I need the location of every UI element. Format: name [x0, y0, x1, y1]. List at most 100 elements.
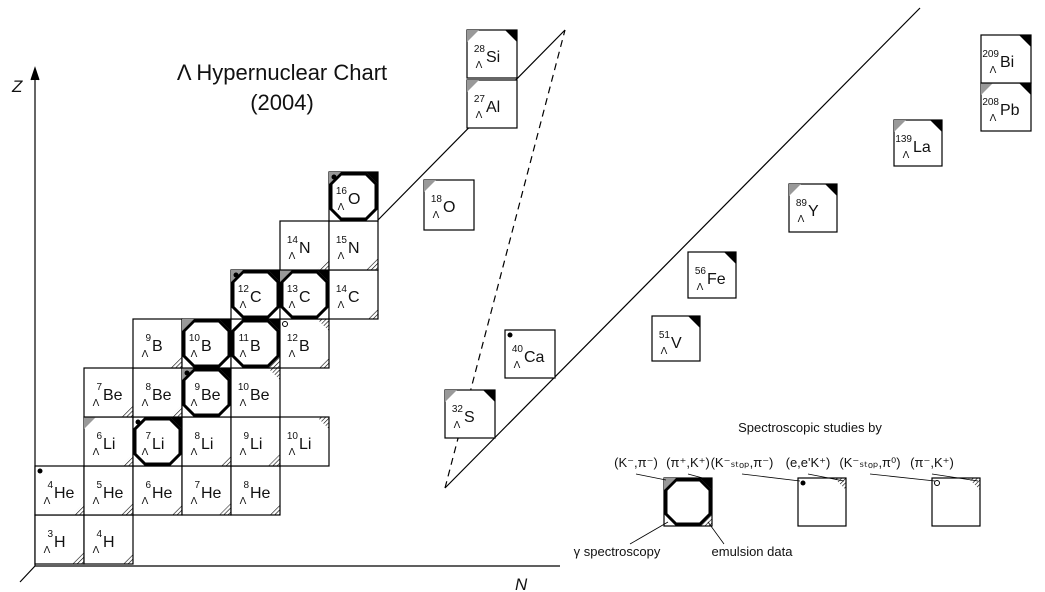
element-symbol: He — [152, 485, 173, 502]
lambda-subscript: Λ — [93, 447, 100, 458]
nuclide-cell: 8 Λ Be — [132, 367, 183, 418]
nuclide-cell: 139 Λ La — [893, 119, 943, 167]
nuclide-cell: 4 Λ He — [34, 465, 85, 516]
cell-box — [788, 183, 838, 233]
legend-title: Spectroscopic studies by — [738, 420, 882, 435]
emulsion-marker — [121, 503, 133, 515]
kstop-pi-marker — [800, 480, 806, 486]
axis-n-label: N — [515, 575, 528, 592]
nuclide-cell: 10 Λ B — [181, 318, 232, 369]
mass-number: 8 — [243, 480, 249, 491]
cell-box — [328, 171, 379, 222]
lambda-subscript: Λ — [240, 496, 247, 507]
k-pi-marker — [445, 390, 457, 402]
emulsion-label: emulsion data — [712, 544, 794, 559]
nuclide-cell: 209 Λ Bi — [980, 34, 1032, 84]
lambda-subscript: Λ — [142, 349, 149, 360]
kstop-pi-marker — [37, 468, 43, 474]
mass-number: 56 — [695, 266, 707, 277]
mass-number: 3 — [47, 529, 53, 540]
mass-number: 8 — [194, 431, 200, 442]
pi-k-marker — [1019, 83, 1031, 95]
lambda-subscript: Λ — [990, 113, 997, 124]
lambda-subscript: Λ — [191, 398, 198, 409]
mass-number: 12 — [238, 284, 250, 295]
pi-k-marker — [170, 417, 182, 429]
chart-title: Λ Hypernuclear Chart — [177, 60, 387, 85]
element-symbol: Li — [103, 436, 115, 453]
mass-number: 28 — [474, 44, 486, 55]
mass-number: 209 — [982, 49, 999, 60]
kstop-pi-marker — [184, 370, 190, 376]
reaction-label: (e,e'K⁺) — [786, 455, 831, 470]
pi-k-marker — [724, 252, 736, 264]
element-symbol: He — [103, 485, 124, 502]
lambda-subscript: Λ — [990, 65, 997, 76]
mass-number: 4 — [47, 480, 53, 491]
element-symbol: Be — [201, 387, 221, 404]
pi-k-marker — [219, 319, 231, 331]
kstop-pi0-marker — [282, 321, 288, 327]
legend-leader — [931, 473, 979, 482]
pi-k-marker — [688, 316, 700, 328]
kstop-pi0-marker — [934, 480, 940, 486]
gamma-octagon — [280, 270, 329, 319]
lambda-subscript: Λ — [142, 398, 149, 409]
k-pi-marker — [894, 120, 906, 132]
cell-box — [651, 315, 701, 362]
nuclide-cell: 56 Λ Fe — [687, 251, 737, 299]
lambda-subscript: Λ — [661, 346, 668, 357]
pi-k-marker — [268, 319, 280, 331]
nuclide-cell: 6 Λ He — [132, 465, 183, 516]
pi-k-marker — [268, 270, 280, 282]
mass-number: 9 — [194, 382, 200, 393]
nuclide-cell: 10 Λ Li — [279, 416, 330, 467]
nuclide-cell: 9 Λ B — [132, 318, 183, 369]
lambda-subscript: Λ — [289, 300, 296, 311]
element-symbol: H — [54, 534, 66, 551]
k-pi-marker — [182, 319, 194, 331]
mass-number: 32 — [452, 404, 464, 415]
element-symbol: Li — [152, 436, 164, 453]
k-pi-marker — [467, 30, 479, 42]
mass-number: 11 — [239, 333, 250, 344]
emulsion-marker — [72, 552, 84, 564]
emulsion-marker — [121, 405, 133, 417]
cell-box — [83, 465, 134, 516]
mass-number: 8 — [145, 382, 151, 393]
k-pi-marker — [280, 270, 292, 282]
mass-number: 208 — [982, 97, 999, 108]
lambda-subscript: Λ — [240, 300, 247, 311]
k-pi-marker — [467, 80, 479, 92]
mass-number: 7 — [194, 480, 200, 491]
legend-leader — [869, 473, 936, 482]
k-pi-marker — [981, 83, 993, 95]
pi-k-marker — [219, 368, 231, 380]
element-symbol: He — [201, 485, 222, 502]
element-symbol: Y — [808, 203, 819, 220]
emulsion-marker — [366, 307, 378, 319]
cell-box — [423, 179, 475, 231]
legend-box — [797, 477, 847, 527]
element-symbol: H — [103, 534, 115, 551]
lambda-subscript: Λ — [476, 110, 483, 121]
legend-leader — [741, 473, 801, 482]
k-pi-marker — [664, 478, 676, 490]
k-pi-marker — [424, 180, 436, 192]
lambda-subscript: Λ — [191, 447, 198, 458]
reaction-label: (π⁻,K⁺) — [910, 455, 954, 470]
element-symbol: Al — [486, 99, 500, 116]
lambda-subscript: Λ — [903, 150, 910, 161]
mass-number: 12 — [287, 333, 299, 344]
mass-number: 139 — [895, 134, 912, 145]
element-symbol: Bi — [1000, 54, 1014, 71]
gamma-octagon — [133, 417, 182, 466]
nuclide-cell: 13 Λ C — [279, 269, 330, 320]
cell-box — [132, 465, 183, 516]
lambda-subscript: Λ — [93, 545, 100, 556]
element-symbol: B — [250, 338, 261, 355]
mass-number: 10 — [189, 333, 201, 344]
eek-marker — [317, 319, 329, 331]
